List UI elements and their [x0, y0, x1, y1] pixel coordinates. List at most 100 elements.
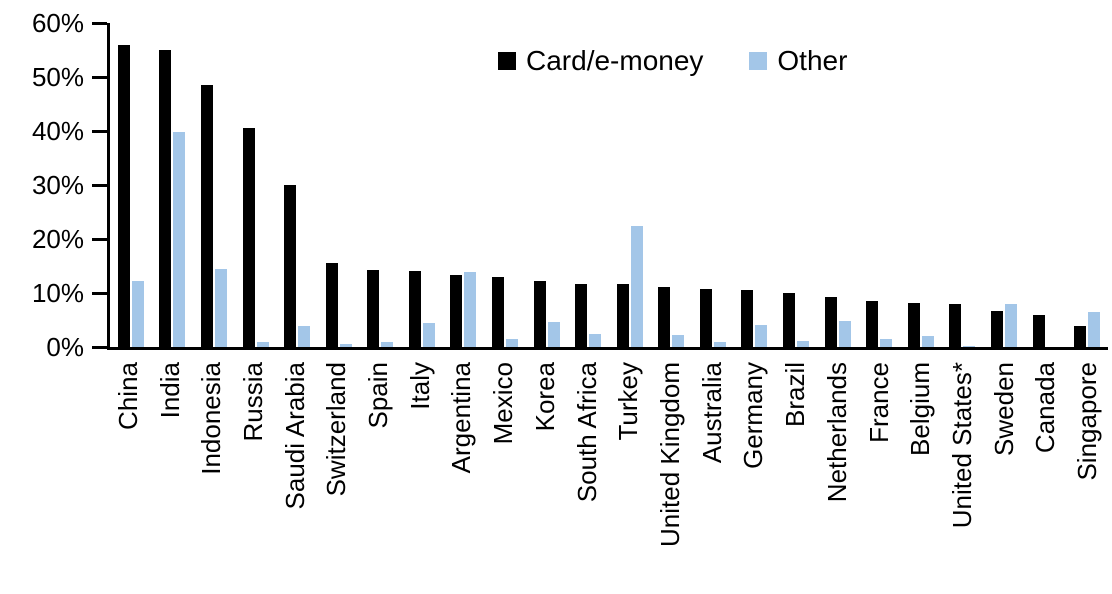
- x-axis-label: China: [112, 362, 143, 430]
- bar-group-canada: [1025, 23, 1067, 347]
- other-bar: [505, 339, 518, 347]
- card-emoney-bar: [658, 287, 671, 347]
- plot-area: [92, 21, 1108, 350]
- other-bar: [921, 336, 934, 347]
- bar-group-united-kingdom: [651, 23, 693, 347]
- x-axis-label: Saudi Arabia: [279, 362, 310, 510]
- other-bar: [672, 334, 685, 347]
- other-bar: [1088, 312, 1101, 347]
- other-bar: [713, 341, 726, 347]
- x-axis-label-cell: Argentina: [441, 362, 483, 547]
- card-emoney-bar: [284, 185, 297, 347]
- y-axis-tick-label: 10%: [31, 278, 84, 308]
- x-axis-label-cell: Spain: [357, 362, 399, 547]
- y-axis-tick: [92, 237, 107, 241]
- x-axis-label: France: [863, 362, 894, 443]
- x-axis-label: Belgium: [905, 362, 936, 456]
- card-emoney-bar: [1032, 315, 1045, 347]
- other-bar: [422, 322, 435, 347]
- other-bar: [214, 268, 227, 347]
- y-axis-tick-label: 60%: [31, 8, 84, 38]
- x-axis-label-cell: Turkey: [607, 362, 649, 547]
- x-axis-label-cell: Belgium: [899, 362, 941, 547]
- x-axis-label-cell: Australia: [691, 362, 733, 547]
- card-emoney-bar: [200, 85, 213, 347]
- x-axis-label: Argentina: [446, 362, 477, 474]
- x-axis-label-cell: Switzerland: [316, 362, 358, 547]
- x-axis-label: Russia: [237, 362, 268, 442]
- card-emoney-bar: [159, 50, 172, 347]
- other-bar: [963, 345, 976, 347]
- card-emoney-bar: [824, 297, 837, 347]
- x-axis-label: United Kingdom: [654, 362, 685, 547]
- card-emoney-bar: [491, 277, 504, 347]
- x-axis-label-cell: India: [149, 362, 191, 547]
- bar-group-spain: [359, 23, 401, 347]
- y-axis-tick-label: 40%: [31, 116, 84, 146]
- bar-group-germany: [734, 23, 776, 347]
- x-axis-label: Singapore: [1072, 362, 1103, 481]
- card-emoney-bar: [907, 303, 920, 347]
- bar-group-netherlands: [817, 23, 859, 347]
- bar-group-indonesia: [193, 23, 235, 347]
- x-axis-labels: China India Indonesia Russia Saudi Arabia Swi…: [107, 362, 1108, 547]
- other-bar: [131, 280, 144, 347]
- other-bar: [173, 132, 186, 347]
- legend-item-card: Card/e-money: [498, 45, 703, 77]
- legend-label-card: Card/e-money: [526, 45, 704, 76]
- card-emoney-bar: [990, 311, 1003, 347]
- y-axis-tick: [92, 345, 107, 349]
- x-axis-label-cell: Korea: [524, 362, 566, 547]
- other-bar: [838, 321, 851, 347]
- card-emoney-bar: [741, 289, 754, 347]
- bar-group-south-africa: [567, 23, 609, 347]
- card-emoney-bar: [949, 304, 962, 347]
- x-axis-label: Switzerland: [321, 362, 352, 497]
- x-axis-label-cell: Brazil: [774, 362, 816, 547]
- y-axis-tick-label: 20%: [31, 224, 84, 254]
- x-axis-label-cell: Singapore: [1066, 362, 1108, 547]
- y-axis-tick: [92, 75, 107, 79]
- bar-group-india: [152, 23, 194, 347]
- x-axis-label: United States*: [946, 362, 977, 529]
- bar-group-mexico: [484, 23, 526, 347]
- other-bar: [589, 334, 602, 347]
- card-emoney-bar: [1074, 326, 1087, 347]
- other-bar: [464, 271, 477, 347]
- y-axis-tick-label: 0%: [46, 332, 84, 362]
- card-emoney-swatch-icon: [498, 52, 516, 70]
- x-axis-label: Germany: [738, 362, 769, 469]
- bar-group-france: [858, 23, 900, 347]
- bars-container: [110, 23, 1108, 347]
- card-emoney-bar: [325, 263, 338, 347]
- legend-item-other: Other: [749, 45, 847, 77]
- bar-group-switzerland: [318, 23, 360, 347]
- bar-group-brazil: [775, 23, 817, 347]
- card-emoney-bar: [533, 281, 546, 347]
- bar-group-italy: [401, 23, 443, 347]
- x-axis-label: Spain: [363, 362, 394, 429]
- x-axis-label-cell: United Kingdom: [649, 362, 691, 547]
- x-axis-label: South Africa: [571, 362, 602, 503]
- x-axis-label-cell: United States*: [941, 362, 983, 547]
- card-emoney-bar: [699, 288, 712, 347]
- card-emoney-bar: [367, 270, 380, 347]
- bar-group-sweden: [983, 23, 1025, 347]
- card-emoney-bar: [408, 270, 421, 347]
- bar-group-belgium: [900, 23, 942, 347]
- other-bar: [630, 225, 643, 347]
- bar-group-singapore: [1066, 23, 1108, 347]
- x-axis-label: Australia: [696, 362, 727, 464]
- other-bar: [339, 343, 352, 347]
- other-swatch-icon: [749, 52, 768, 70]
- card-emoney-bar: [242, 128, 255, 347]
- legend-label-other: Other: [777, 45, 848, 76]
- card-emoney-bar: [575, 283, 588, 347]
- card-emoney-bar: [866, 300, 879, 347]
- x-axis-label: Canada: [1030, 362, 1061, 454]
- y-axis-tick-label: 50%: [31, 62, 84, 92]
- x-axis-label-cell: Canada: [1024, 362, 1066, 547]
- y-axis-tick: [92, 291, 107, 295]
- other-bar: [755, 325, 768, 347]
